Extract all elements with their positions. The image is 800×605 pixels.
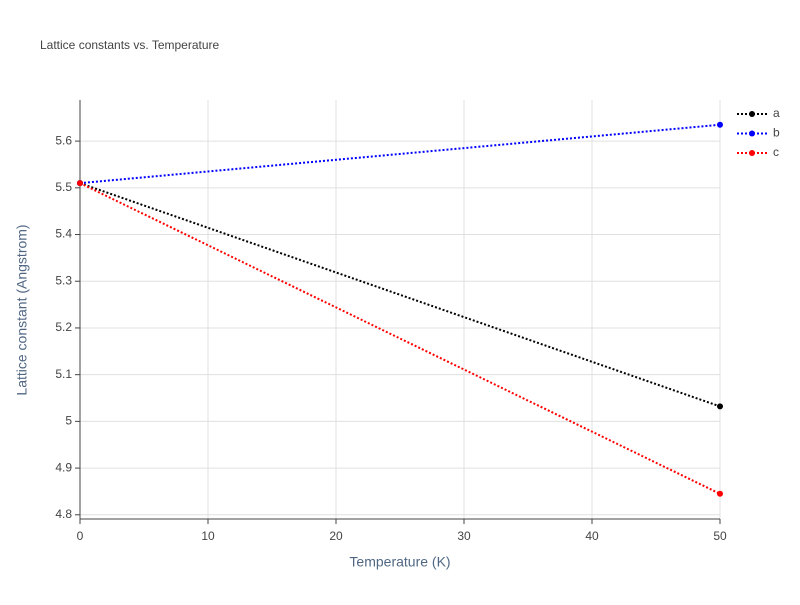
legend-label: a (773, 106, 780, 120)
y-tick-label: 5.5 (55, 180, 72, 194)
x-tick-label: 50 (713, 529, 727, 543)
data-point (717, 121, 723, 128)
series-line (79, 182, 721, 495)
chart-title: Lattice constants vs. Temperature (40, 38, 220, 52)
legend-label: b (773, 126, 780, 140)
y-tick-label: 5.2 (55, 320, 72, 334)
y-axis-label: Lattice constant (Angstrom) (14, 224, 30, 395)
y-tick-label: 5.6 (55, 133, 72, 147)
x-tick-label: 20 (329, 529, 343, 543)
x-axis-label: Temperature (K) (349, 554, 450, 570)
data-point (717, 403, 723, 410)
legend-label: c (773, 145, 779, 159)
x-tick-label: 40 (585, 529, 599, 543)
y-tick-label: 4.8 (55, 507, 72, 521)
y-tick-label: 5 (65, 414, 72, 428)
x-tick-label: 10 (201, 529, 215, 543)
legend-marker (749, 130, 755, 137)
y-tick-label: 4.9 (55, 460, 72, 474)
series-line (79, 182, 721, 408)
data-point (717, 490, 723, 497)
series-line (79, 123, 721, 185)
legend-marker (749, 111, 755, 117)
x-tick-label: 30 (457, 529, 471, 543)
y-tick-label: 5.1 (55, 367, 72, 381)
legend-marker (749, 150, 755, 156)
data-point (77, 180, 83, 187)
x-tick-label: 0 (77, 529, 84, 543)
y-tick-label: 5.4 (55, 227, 72, 241)
y-tick-label: 5.3 (55, 273, 72, 287)
